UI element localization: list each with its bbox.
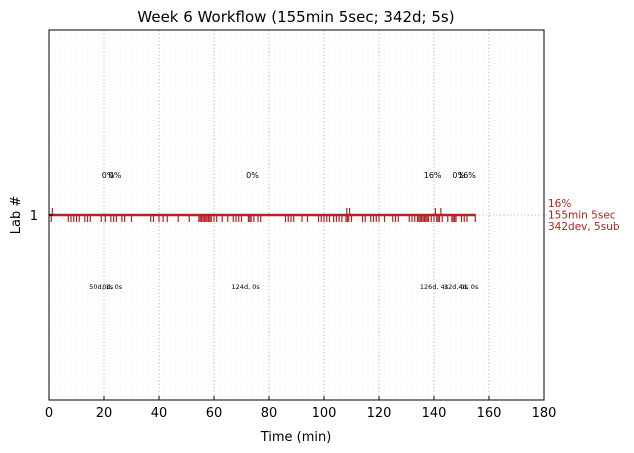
y-tick-label: 1 bbox=[30, 209, 38, 224]
x-tick-label: 100 bbox=[312, 406, 337, 421]
upper-annotation: 16% bbox=[458, 171, 476, 180]
grid-lines bbox=[54, 30, 549, 400]
upper-annotation: 0% bbox=[246, 171, 259, 180]
x-axis-label: Time (min) bbox=[260, 430, 332, 445]
x-tick-label: 140 bbox=[422, 406, 447, 421]
lower-annotation: 124d, 0s bbox=[232, 283, 261, 291]
x-tick-label: 160 bbox=[477, 406, 502, 421]
x-tick-label: 60 bbox=[206, 406, 223, 421]
side-summary-line: 342dev, 5sub bbox=[548, 221, 620, 233]
lower-annotation: 126d, 4s bbox=[420, 283, 449, 291]
x-tick-label: 80 bbox=[261, 406, 278, 421]
lower-annotation: 4d, 0s bbox=[458, 283, 479, 291]
lower-annotation: 0d, 0s bbox=[102, 283, 123, 291]
upper-annotation: 16% bbox=[424, 171, 442, 180]
upper-annotation: 0% bbox=[109, 171, 122, 180]
y-axis-label: Lab # bbox=[9, 196, 24, 235]
lower-annotation: 32d, 0s bbox=[444, 283, 469, 291]
side-summary-line: 16% bbox=[548, 198, 571, 210]
chart-title: Week 6 Workflow (155min 5sec; 342d; 5s) bbox=[137, 8, 454, 26]
x-tick-label: 180 bbox=[532, 406, 557, 421]
upper-annotation: 0% bbox=[452, 171, 465, 180]
x-tick-label: 40 bbox=[151, 406, 168, 421]
lower-annotation: 50d, 1s bbox=[89, 283, 114, 291]
x-tick-label: 0 bbox=[45, 406, 53, 421]
axes: 0 20 40 60 80 100 120 140 160 180 1 bbox=[30, 209, 557, 421]
side-summary-line: 155min 5sec bbox=[548, 210, 616, 222]
x-tick-label: 20 bbox=[96, 406, 113, 421]
x-tick-label: 120 bbox=[367, 406, 392, 421]
upper-annotation: 0% bbox=[102, 171, 115, 180]
